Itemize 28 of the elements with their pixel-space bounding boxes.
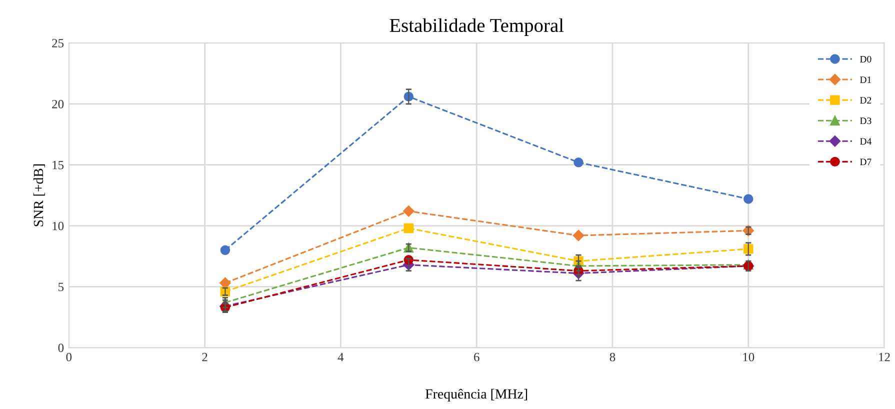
- point: [574, 158, 584, 168]
- x-tick-label: 0: [66, 352, 72, 362]
- y-tick-label: 10: [52, 222, 64, 230]
- y-tick-label: 0: [58, 344, 64, 352]
- legend-label: D0: [860, 56, 872, 62]
- point: [572, 230, 584, 242]
- x-tick-label: 12: [879, 352, 890, 362]
- point: [404, 223, 414, 234]
- x-tick-label: 10: [743, 352, 754, 362]
- x-axis-title: Frequência [MHz]: [426, 388, 528, 402]
- y-tick-label: 15: [52, 160, 64, 170]
- legend-label: D3: [860, 118, 872, 124]
- point: [220, 245, 230, 256]
- y-axis-title: SNR [+dB]: [33, 164, 45, 226]
- chart-title: Estabilidade Temporal: [390, 18, 564, 36]
- x-tick-label: 2: [202, 352, 208, 362]
- x-tick-label: 4: [338, 352, 344, 362]
- x-tick-label: 8: [610, 352, 616, 362]
- y-tick-label: 5: [58, 282, 64, 292]
- legend-label: D1: [860, 76, 872, 83]
- y-tick-label: 20: [52, 100, 64, 108]
- legend-label: D7: [860, 158, 872, 166]
- legend-label: D4: [860, 138, 872, 145]
- legend-label: D2: [860, 97, 872, 104]
- point: [744, 194, 754, 204]
- x-tick-label: 6: [474, 352, 480, 362]
- point: [403, 206, 414, 217]
- y-tick-label: 25: [52, 39, 64, 48]
